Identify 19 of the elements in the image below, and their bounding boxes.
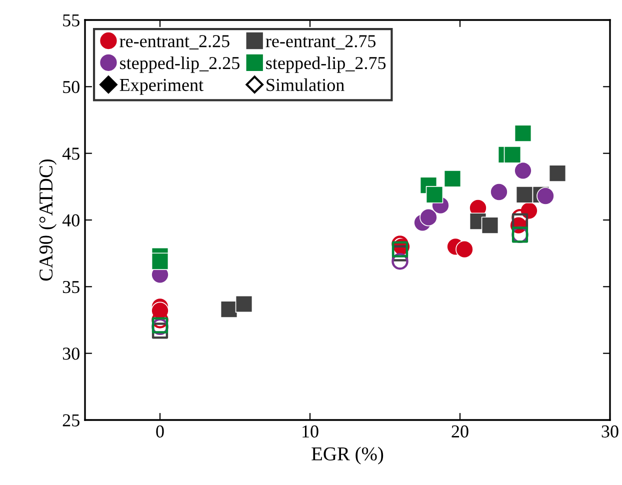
x-tick-label: 30 [602, 425, 618, 438]
x-tick-label: 20 [452, 425, 468, 438]
legend-label: re-entrant_2.75 [266, 35, 376, 50]
y-tick-label: 45 [62, 148, 80, 160]
y-axis-title: CA90 (°ATDC) [38, 159, 57, 281]
y-tick-label: 25 [62, 414, 80, 426]
legend-label: re-entrant_2.25 [120, 35, 230, 50]
legend-label: stepped-lip_2.75 [266, 56, 386, 73]
y-tick-label: 40 [62, 214, 80, 226]
y-tick-label: 30 [62, 348, 80, 360]
annotation: Simulation [266, 78, 344, 92]
x-tick-label: 0 [156, 425, 164, 438]
x-tick-label: 10 [302, 425, 318, 438]
y-tick-label: 35 [62, 280, 80, 294]
y-tick-label: 55 [63, 14, 80, 26]
legend-label: stepped-lip_2.25 [120, 56, 240, 73]
y-tick-label: 50 [63, 80, 80, 94]
annotation: Experiment [120, 78, 204, 95]
x-axis-title: EGR (%) [312, 446, 384, 464]
